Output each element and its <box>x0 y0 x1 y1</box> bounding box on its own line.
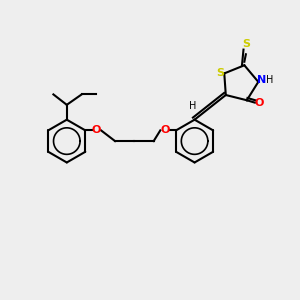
Text: O: O <box>160 125 170 135</box>
Text: O: O <box>255 98 264 108</box>
Text: S: S <box>217 68 225 78</box>
Text: N: N <box>257 75 266 85</box>
Text: O: O <box>92 125 101 135</box>
Text: H: H <box>188 101 196 111</box>
Text: S: S <box>242 40 250 50</box>
Text: H: H <box>266 75 273 85</box>
